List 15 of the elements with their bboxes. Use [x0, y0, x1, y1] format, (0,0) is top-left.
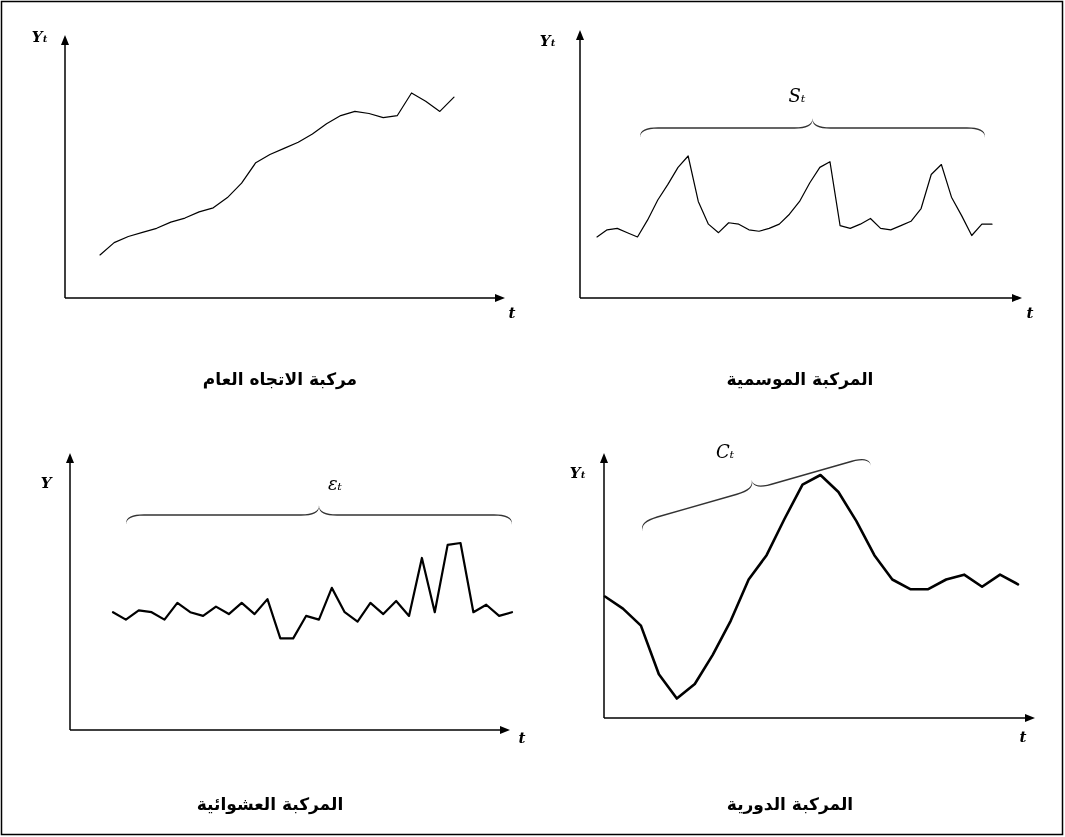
y-axis-title: Yₜ: [31, 28, 49, 46]
text: Sₜ: [788, 85, 806, 106]
text: مركبة الاتجاه العام: [202, 369, 358, 390]
text: εₜ: [327, 473, 343, 494]
text: Cₜ: [715, 441, 735, 462]
x-axis-title: t: [1026, 304, 1034, 322]
y-axis-title: Yₜ: [539, 32, 557, 50]
x-axis-title: t: [1019, 728, 1027, 746]
text: المركبة الدورية: [726, 794, 854, 815]
x-axis-title: t: [518, 729, 526, 747]
text: المركبة الموسمية: [726, 369, 874, 390]
y-axis-title: Y: [40, 474, 53, 492]
text: المركبة العشوائية: [196, 794, 344, 815]
y-axis-title: Yₜ: [569, 464, 587, 482]
x-axis-title: t: [508, 304, 516, 322]
